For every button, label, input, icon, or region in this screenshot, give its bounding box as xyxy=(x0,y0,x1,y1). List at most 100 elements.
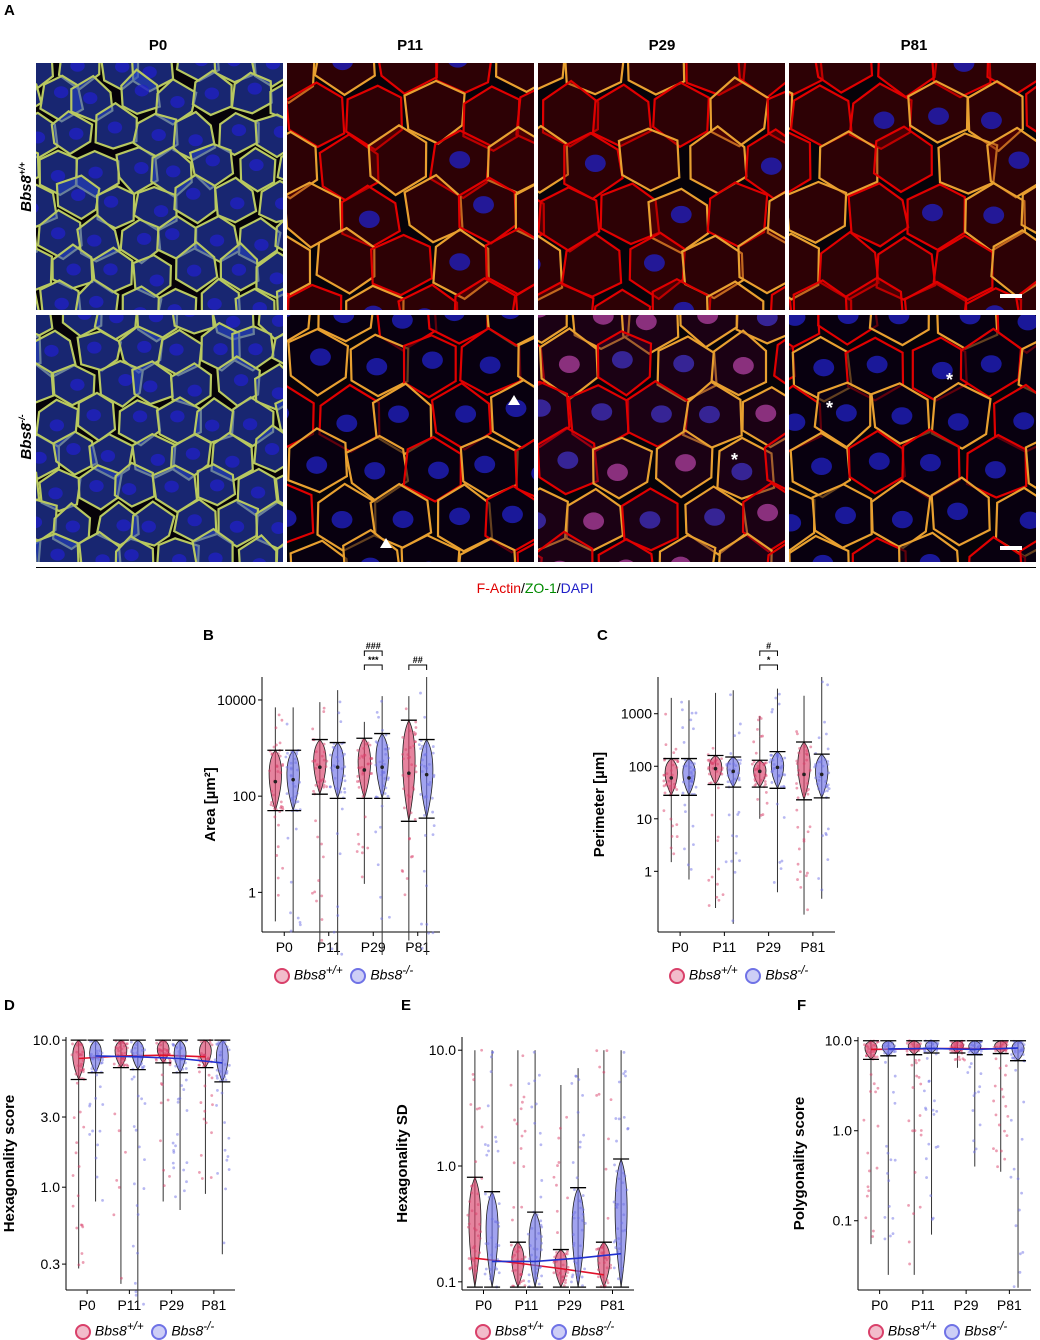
data-point xyxy=(340,791,343,794)
data-point xyxy=(425,884,428,887)
data-point xyxy=(478,1223,481,1226)
data-point xyxy=(221,1092,224,1095)
data-point xyxy=(600,1246,603,1249)
data-point xyxy=(891,1217,894,1220)
data-point xyxy=(159,1052,162,1055)
data-point xyxy=(323,751,326,754)
data-point xyxy=(803,840,806,843)
data-point xyxy=(101,1199,104,1202)
data-point xyxy=(294,785,297,788)
data-point xyxy=(172,1162,175,1165)
data-point xyxy=(172,1166,175,1169)
data-point xyxy=(757,719,760,722)
y-tick-label: 10 xyxy=(636,811,652,827)
data-point xyxy=(783,816,786,819)
data-point xyxy=(887,1042,890,1045)
data-point xyxy=(683,741,686,744)
data-point xyxy=(75,1151,78,1154)
data-point xyxy=(159,1049,162,1052)
data-point xyxy=(799,870,802,873)
data-point xyxy=(75,1073,78,1076)
data-point xyxy=(707,879,710,882)
data-point xyxy=(756,728,759,731)
data-point xyxy=(421,947,424,950)
data-point xyxy=(162,1169,165,1172)
data-point xyxy=(795,760,798,763)
data-point xyxy=(774,697,777,700)
data-point xyxy=(806,872,809,875)
data-point xyxy=(979,1123,982,1126)
data-point xyxy=(177,1053,180,1056)
data-point xyxy=(770,770,773,773)
x-tick-label: P29 xyxy=(954,1297,979,1313)
data-point xyxy=(882,1043,885,1046)
data-point xyxy=(883,1052,886,1055)
data-point xyxy=(123,1058,126,1061)
data-point xyxy=(573,1188,576,1191)
data-point xyxy=(323,707,326,710)
data-point xyxy=(602,1071,605,1074)
data-point xyxy=(211,1076,214,1079)
median-point xyxy=(363,768,367,772)
panel-letter: F xyxy=(797,997,806,1014)
data-point xyxy=(606,1279,609,1282)
data-point xyxy=(341,808,344,811)
data-point xyxy=(572,1161,575,1164)
y-axis-label: Perimeter [µm] xyxy=(591,752,608,857)
median-point xyxy=(336,765,340,769)
data-point xyxy=(1014,1069,1017,1072)
data-point xyxy=(477,1234,480,1237)
data-point xyxy=(468,1200,471,1203)
data-point xyxy=(484,1193,487,1196)
data-point xyxy=(117,1049,120,1052)
data-point xyxy=(821,681,824,684)
data-point xyxy=(118,1186,121,1189)
data-point xyxy=(182,1169,185,1172)
data-point xyxy=(866,1050,869,1053)
data-point xyxy=(311,728,314,731)
violin-body xyxy=(403,720,416,821)
data-point xyxy=(290,775,293,778)
data-point xyxy=(616,1250,619,1253)
legend-wt-swatch xyxy=(669,968,685,984)
data-point xyxy=(608,1256,611,1259)
data-point xyxy=(872,1230,875,1233)
data-point xyxy=(738,777,741,780)
data-point xyxy=(484,1143,487,1146)
data-point xyxy=(617,1277,620,1280)
data-point xyxy=(683,804,686,807)
data-point xyxy=(480,1049,483,1052)
data-point xyxy=(520,1280,523,1283)
data-point xyxy=(209,1041,212,1044)
data-point xyxy=(521,1054,524,1057)
data-point xyxy=(867,1048,870,1051)
data-point xyxy=(75,1051,78,1054)
data-point xyxy=(920,1134,923,1137)
data-point xyxy=(738,732,741,735)
data-point xyxy=(763,777,766,780)
data-point xyxy=(620,1222,623,1225)
data-point xyxy=(113,1112,116,1115)
data-point xyxy=(670,818,673,821)
data-point xyxy=(524,1256,527,1259)
data-point xyxy=(710,781,713,784)
data-point xyxy=(534,1237,537,1240)
data-point xyxy=(198,1171,201,1174)
x-tick-label: P11 xyxy=(911,1297,935,1313)
data-point xyxy=(716,839,719,842)
data-point xyxy=(1006,1043,1009,1046)
data-point xyxy=(533,1247,536,1250)
data-point xyxy=(535,1103,538,1106)
data-point xyxy=(574,1075,577,1078)
data-point xyxy=(427,932,430,935)
median-point xyxy=(425,773,429,777)
data-point xyxy=(770,754,773,757)
legend-ko-swatch xyxy=(151,1324,167,1340)
data-point xyxy=(1000,1150,1003,1153)
data-point xyxy=(973,1094,976,1097)
data-point xyxy=(138,1145,141,1148)
data-point xyxy=(918,1059,921,1062)
data-point xyxy=(366,847,369,850)
data-point xyxy=(277,894,280,897)
data-point xyxy=(221,1059,224,1062)
